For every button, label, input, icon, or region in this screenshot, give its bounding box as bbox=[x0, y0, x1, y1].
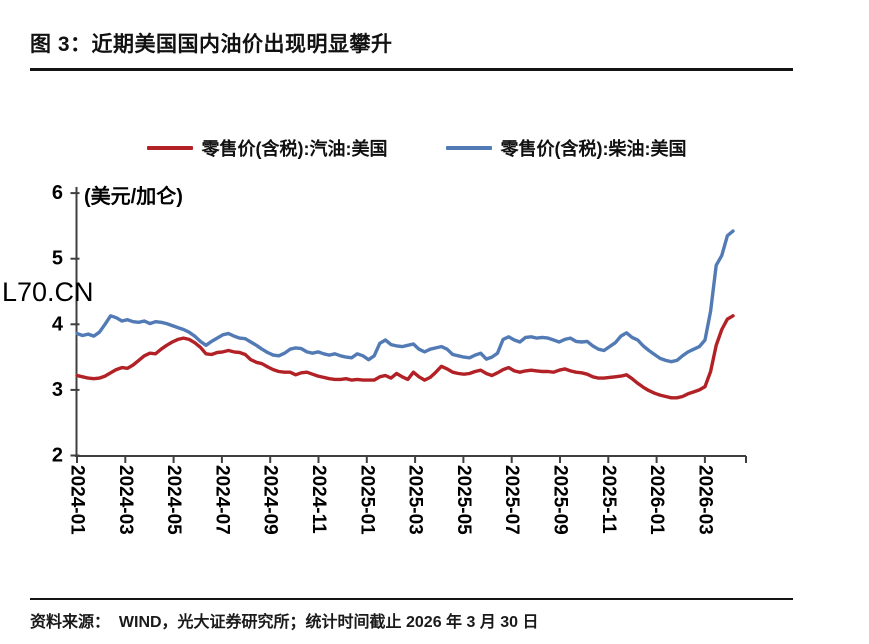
x-tick-label: 2024-03 bbox=[115, 465, 136, 535]
watermark-text: L70.CN bbox=[2, 277, 94, 307]
x-tick-label: 2026-01 bbox=[646, 465, 667, 535]
x-tick-label: 2025-07 bbox=[501, 465, 522, 535]
source-note: 资料来源： WIND，光大证券研究所；统计时间截止 2026 年 3 月 30 … bbox=[30, 614, 539, 631]
y-axis-unit-label: (美元/加仑) bbox=[84, 184, 183, 208]
y-tick-label: 5 bbox=[52, 248, 63, 270]
x-tick-label: 2025-11 bbox=[598, 465, 619, 534]
x-tick-label: 2024-01 bbox=[67, 465, 88, 535]
legend-item-diesel: 零售价(含税):柴油:美国 bbox=[445, 135, 687, 161]
x-tick-label: 2025-01 bbox=[356, 465, 377, 535]
chart-legend: 零售价(含税):汽油:美国 零售价(含税):柴油:美国 bbox=[0, 135, 851, 161]
gasoline-price-line bbox=[75, 314, 735, 400]
figure-title: 图 3：近期美国国内油价出现明显攀升 bbox=[30, 33, 393, 56]
gasoline-line-swatch bbox=[146, 146, 193, 150]
x-tick-label: 2024-11 bbox=[308, 465, 329, 534]
price-line-chart: 2 3 4 5 6 (美元/加仑) L70.CN 2024-01 2024-03 2024-05 2… bbox=[2, 182, 747, 535]
y-tick-label: 2 bbox=[52, 445, 63, 467]
y-tick-label: 4 bbox=[52, 313, 64, 335]
title-underline bbox=[30, 68, 793, 71]
diesel-line-swatch bbox=[445, 146, 492, 150]
x-tick-label: 2026-03 bbox=[694, 465, 715, 535]
x-tick-label: 2024-05 bbox=[163, 465, 184, 535]
x-tick-label: 2025-05 bbox=[453, 465, 474, 535]
legend-label-diesel: 零售价(含税):柴油:美国 bbox=[500, 139, 687, 159]
y-tick-label: 3 bbox=[52, 379, 63, 401]
x-tick-label: 2025-03 bbox=[405, 465, 426, 535]
x-tick-label: 2024-07 bbox=[211, 465, 232, 535]
footer-rule bbox=[30, 598, 793, 600]
x-tick-label: 2025-09 bbox=[550, 465, 571, 535]
y-tick-label: 6 bbox=[52, 182, 63, 204]
legend-label-gasoline: 零售价(含税):汽油:美国 bbox=[201, 139, 388, 159]
diesel-price-line bbox=[75, 229, 735, 364]
x-tick-label: 2024-09 bbox=[260, 465, 281, 535]
legend-item-gasoline: 零售价(含税):汽油:美国 bbox=[146, 135, 388, 161]
